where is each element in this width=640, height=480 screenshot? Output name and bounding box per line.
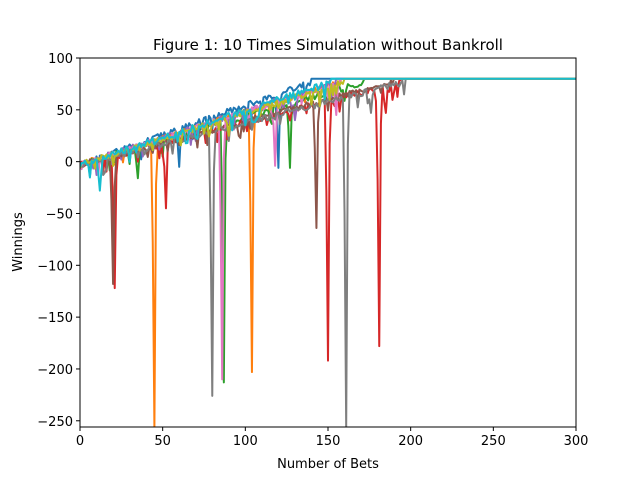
x-tick-label: 0 <box>76 434 84 449</box>
y-tick-label: −200 <box>37 363 73 378</box>
x-tick-label: 250 <box>481 434 506 449</box>
y-tick-label: 50 <box>56 104 73 119</box>
plot-lines <box>80 77 576 427</box>
series-line <box>80 77 576 192</box>
y-tick-label: −150 <box>37 311 73 326</box>
x-tick-label: 300 <box>564 434 589 449</box>
x-axis-label: Number of Bets <box>277 457 379 472</box>
series-line <box>80 77 576 170</box>
x-axis: 0 50 100 150 200 250 300 <box>76 427 589 449</box>
y-tick-label: 100 <box>48 52 73 67</box>
y-axis: 100 50 0 −50 −100 −150 −200 −250 <box>37 52 80 430</box>
chart-title: Figure 1: 10 Times Simulation without Ba… <box>153 36 503 54</box>
y-tick-label: 0 <box>65 156 73 171</box>
x-tick-label: 150 <box>316 434 341 449</box>
y-axis-label: Winnings <box>11 212 26 272</box>
x-tick-label: 100 <box>233 434 258 449</box>
x-tick-label: 200 <box>398 434 423 449</box>
y-tick-label: −50 <box>46 207 73 222</box>
x-tick-label: 50 <box>154 434 171 449</box>
y-tick-label: −250 <box>37 415 73 430</box>
y-tick-label: −100 <box>37 259 73 274</box>
